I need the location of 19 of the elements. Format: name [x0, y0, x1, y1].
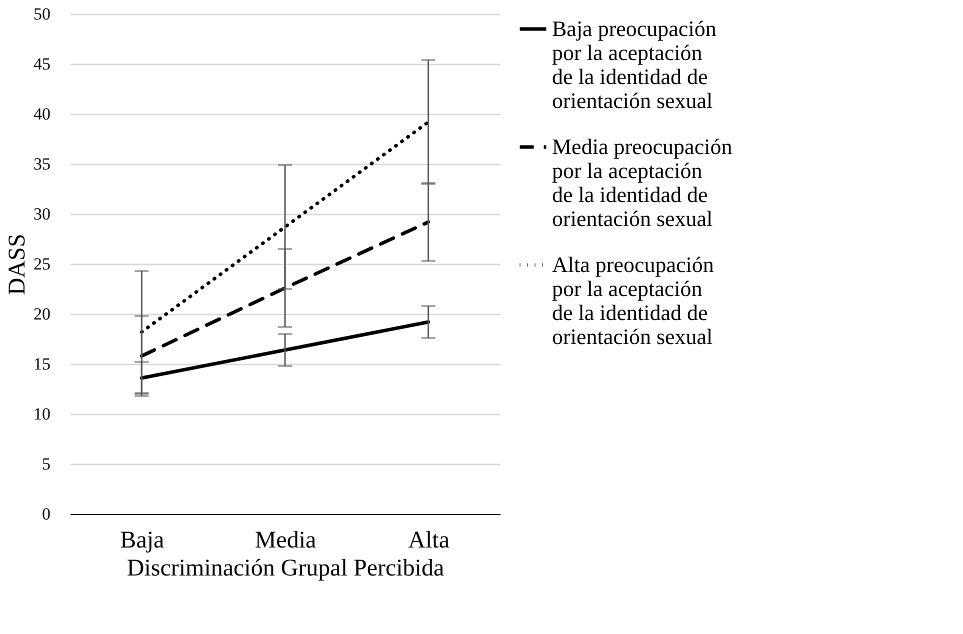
y-tick-label: 15	[34, 354, 50, 374]
x-tick-label: Media	[254, 528, 317, 554]
y-tick-label: 45	[34, 54, 50, 74]
y-tick-label: 0	[42, 504, 50, 524]
x-tick-label: Alta	[408, 528, 450, 554]
y-tick-label: 20	[34, 304, 50, 324]
y-axis-title: DASS	[4, 234, 30, 296]
legend-label: Media preocupación por la aceptación de la identidad de orientación sexual	[552, 134, 732, 231]
x-tick-label: Baja	[120, 528, 165, 554]
y-tick-label: 10	[34, 404, 50, 424]
y-tick-label: 50	[34, 4, 50, 24]
y-tick-label: 40	[34, 104, 50, 124]
y-tick-label: 35	[34, 154, 50, 174]
legend-label: Alta preocupación por la aceptación de la identidad de orientación sexual	[552, 252, 714, 349]
y-tick-label: 5	[42, 454, 50, 474]
x-axis-title: Discriminación Grupal Percibida	[126, 556, 444, 582]
legend-label: Baja preocupación por la aceptación de la identidad de orientación sexual	[552, 16, 716, 113]
y-tick-label: 30	[34, 204, 50, 224]
y-tick-label: 25	[34, 254, 50, 274]
